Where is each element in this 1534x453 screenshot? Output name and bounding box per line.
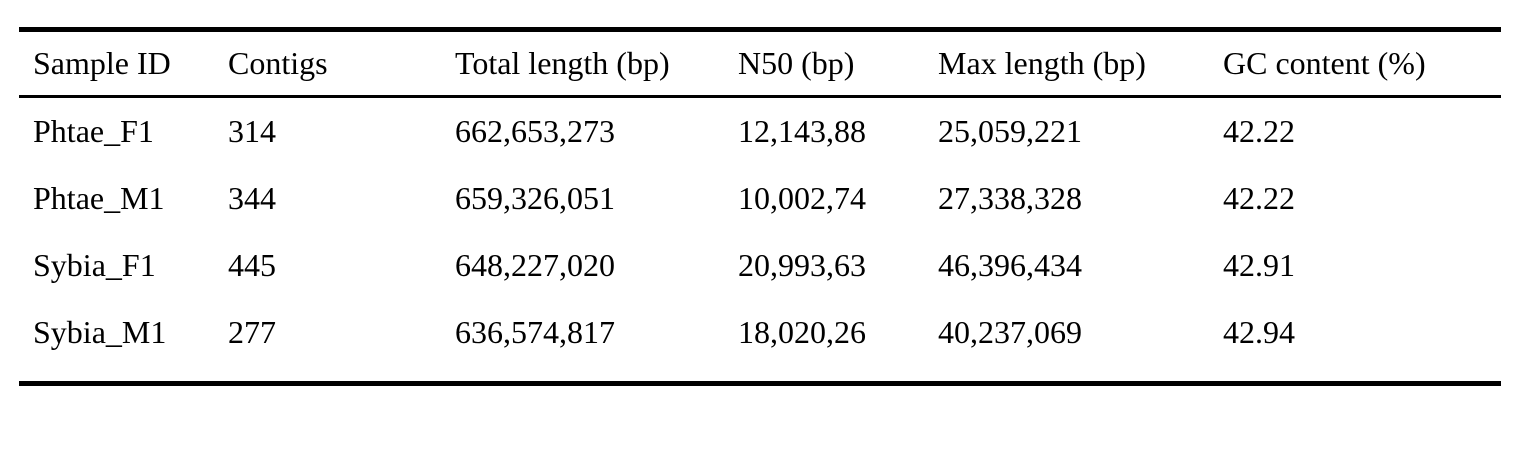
cell-total-length: 659,326,051 <box>455 179 615 216</box>
cell-n50: 18,020,26 <box>738 313 866 350</box>
cell-total-length: 636,574,817 <box>455 313 615 350</box>
cell-gc-content: 42.94 <box>1223 313 1295 350</box>
cell-max-length: 25,059,221 <box>938 112 1082 149</box>
cell-total-length: 662,653,273 <box>455 112 615 149</box>
table-row: Phtae_M1 344 659,326,051 10,002,74 27,33… <box>19 165 1501 232</box>
assembly-stats-table: Sample ID Contigs Total length (bp) N50 … <box>19 32 1501 366</box>
column-header-total-length: Total length (bp) <box>441 32 724 98</box>
cell-gc-content: 42.22 <box>1223 179 1295 216</box>
header-row: Sample ID Contigs Total length (bp) N50 … <box>19 32 1501 98</box>
column-header-sample-id: Sample ID <box>19 32 214 98</box>
cell-total-length: 648,227,020 <box>455 246 615 283</box>
cell-max-length: 40,237,069 <box>938 313 1082 350</box>
table-row: Phtae_F1 314 662,653,273 12,143,88 25,05… <box>19 97 1501 166</box>
cell-contigs: 277 <box>228 313 276 350</box>
assembly-stats-table-container: Sample ID Contigs Total length (bp) N50 … <box>19 27 1501 386</box>
cell-max-length: 46,396,434 <box>938 246 1082 283</box>
cell-gc-content: 42.22 <box>1223 112 1295 149</box>
cell-contigs: 314 <box>228 112 276 149</box>
table-row: Sybia_F1 445 648,227,020 20,993,63 46,39… <box>19 232 1501 299</box>
cell-sample-id: Sybia_M1 <box>33 313 167 350</box>
cell-sample-id: Phtae_F1 <box>33 112 154 149</box>
cell-max-length: 27,338,328 <box>938 179 1082 216</box>
cell-sample-id: Sybia_F1 <box>33 246 156 283</box>
cell-n50: 12,143,88 <box>738 112 866 149</box>
cell-gc-content: 42.91 <box>1223 246 1295 283</box>
table-row: Sybia_M1 277 636,574,817 18,020,26 40,23… <box>19 299 1501 366</box>
cell-n50: 10,002,74 <box>738 179 866 216</box>
table-header: Sample ID Contigs Total length (bp) N50 … <box>19 32 1501 98</box>
column-header-max-length: Max length (bp) <box>924 32 1209 98</box>
cell-contigs: 344 <box>228 179 276 216</box>
column-header-gc-content: GC content (%) <box>1209 32 1501 98</box>
column-header-n50: N50 (bp) <box>724 32 924 98</box>
cell-contigs: 445 <box>228 246 276 283</box>
table-body: Phtae_F1 314 662,653,273 12,143,88 25,05… <box>19 97 1501 367</box>
cell-sample-id: Phtae_M1 <box>33 179 165 216</box>
cell-n50: 20,993,63 <box>738 246 866 283</box>
column-header-contigs: Contigs <box>214 32 441 98</box>
